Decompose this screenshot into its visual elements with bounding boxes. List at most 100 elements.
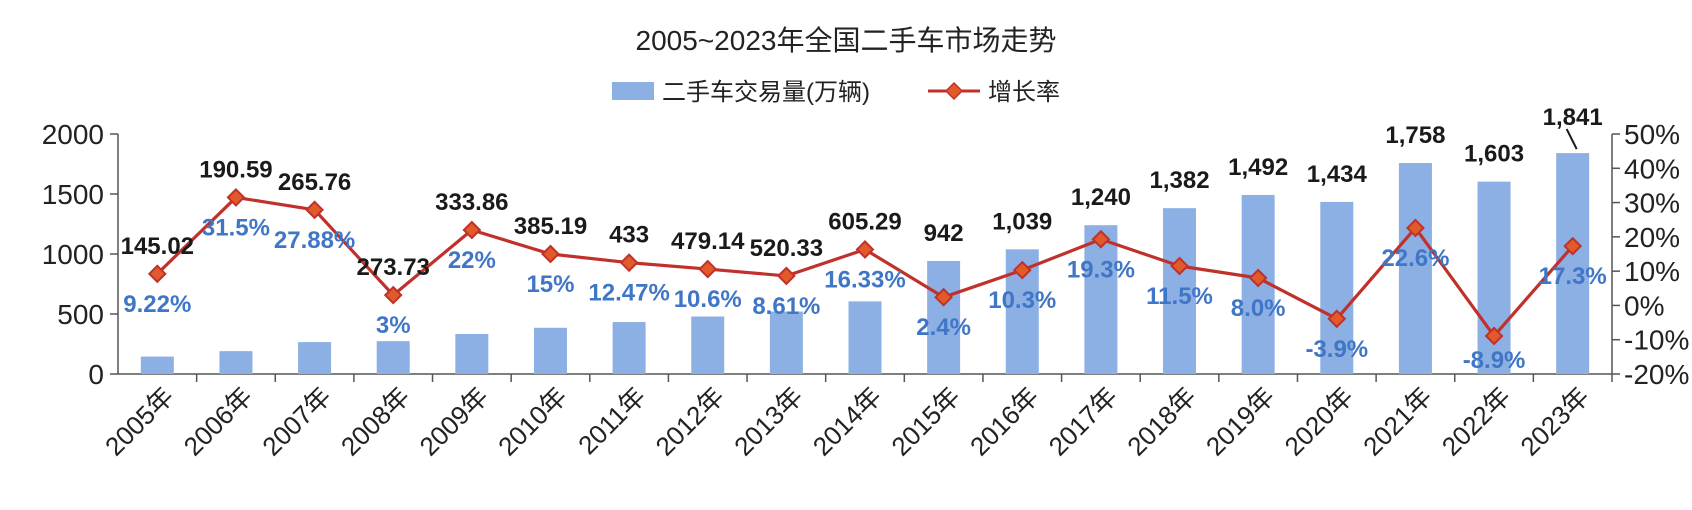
growth-marker	[462, 220, 482, 240]
legend: 二手车交易量(万辆) 增长率	[612, 79, 1060, 106]
bar-value-label: 520.33	[750, 235, 823, 262]
growth-value-label: 16.33%	[824, 266, 905, 293]
x-tick-label: 2016年	[964, 381, 1044, 461]
growth-marker	[619, 253, 639, 273]
x-tick-label: 2007年	[256, 381, 336, 461]
bar-value-label: 333.86	[435, 189, 508, 216]
y-left-tick-label: 1500	[42, 179, 104, 210]
x-tick-label: 2008年	[335, 381, 415, 461]
bar-value-label: 942	[924, 220, 964, 247]
x-tick-label: 2011年	[572, 381, 651, 460]
bar	[298, 342, 332, 374]
y-right-tick-label: 20%	[1624, 222, 1680, 253]
growth-value-label: 22%	[448, 247, 496, 274]
y-right-tick-label: 10%	[1624, 256, 1680, 287]
growth-marker	[1484, 326, 1504, 346]
bar-value-label: 145.02	[121, 233, 194, 260]
bar-label-leader	[1565, 128, 1578, 150]
growth-value-label: 27.88%	[274, 227, 355, 254]
growth-value-label: -8.9%	[1463, 347, 1526, 374]
growth-marker	[1327, 309, 1347, 329]
bar-value-label: 1,434	[1307, 161, 1368, 188]
growth-marker	[1012, 260, 1032, 280]
x-tick-label: 2020年	[1279, 381, 1359, 461]
x-tick-label: 2018年	[1121, 381, 1201, 461]
growth-value-label: 2.4%	[916, 314, 971, 341]
bar	[376, 341, 410, 374]
y-left-tick-label: 500	[57, 299, 104, 330]
x-tick-label: 2012年	[649, 381, 729, 461]
growth-marker	[1170, 256, 1189, 276]
y-right-tick-label: 30%	[1624, 188, 1680, 219]
legend-bar-label: 二手车交易量(万辆)	[662, 79, 870, 106]
x-tick-label: 2015年	[885, 381, 965, 461]
y-right-tick-label: 0%	[1624, 290, 1664, 321]
growth-marker	[1406, 218, 1425, 238]
bar	[1556, 153, 1590, 374]
growth-value-label: 9.22%	[123, 291, 191, 318]
bar	[927, 260, 961, 374]
growth-value-label: 11.5%	[1146, 283, 1213, 310]
bar-value-label: 1,240	[1071, 184, 1131, 211]
bar	[533, 327, 567, 374]
bar-value-label: 265.76	[278, 169, 351, 196]
x-tick-label: 2014年	[807, 381, 887, 461]
bar-value-label: 1,382	[1149, 167, 1209, 194]
bar	[1163, 208, 1197, 374]
bar-value-label: 1,841	[1543, 104, 1603, 131]
growth-marker	[1248, 268, 1268, 288]
growth-value-label: 8.61%	[752, 293, 820, 320]
y-right-tick-label: 50%	[1624, 119, 1680, 150]
growth-marker	[383, 285, 403, 305]
bar-series	[140, 153, 1590, 374]
bar	[612, 322, 646, 374]
growth-value-label: 22.6%	[1381, 245, 1449, 272]
y-right-tick-label: 40%	[1624, 153, 1680, 184]
bar-value-label: 605.29	[828, 208, 901, 235]
x-tick-label: 2010年	[492, 381, 572, 461]
y-left-tick-label: 1000	[42, 239, 104, 270]
legend-line-marker	[944, 81, 964, 101]
growth-value-label: 8.0%	[1231, 295, 1286, 322]
bar-value-label: 1,492	[1228, 154, 1288, 181]
y-right-tick-label: -20%	[1624, 359, 1689, 390]
growth-marker	[1091, 229, 1111, 249]
chart-title: 2005~2023年全国二手车市场走势	[636, 25, 1057, 56]
bar	[691, 316, 725, 374]
x-tick-label: 2006年	[178, 381, 258, 461]
growth-marker	[1563, 236, 1583, 256]
bar	[140, 356, 174, 374]
growth-marker	[698, 259, 718, 279]
y-right-tick-label: -10%	[1624, 325, 1689, 356]
growth-value-label: 10.3%	[988, 287, 1056, 314]
bar-value-label: 273.73	[357, 254, 430, 281]
bar-value-label: 1,603	[1464, 141, 1524, 168]
growth-marker	[541, 244, 560, 264]
x-tick-label: 2021年	[1357, 381, 1437, 461]
bar	[1398, 163, 1432, 374]
growth-value-label: 15%	[526, 271, 574, 298]
bar-value-label: 190.59	[199, 156, 272, 183]
bar-value-label: 1,758	[1385, 122, 1445, 149]
growth-line-series	[147, 188, 1583, 346]
bar-value-label: 385.19	[514, 213, 587, 240]
growth-marker	[934, 287, 954, 307]
growth-value-label: 12.47%	[588, 280, 669, 307]
growth-value-label: 31.5%	[202, 214, 270, 241]
bar-value-label: 479.14	[671, 228, 745, 255]
growth-value-label: 3%	[376, 312, 411, 339]
x-tick-label: 2022年	[1436, 381, 1516, 461]
x-tick-label: 2013年	[728, 381, 808, 461]
growth-value-label: 19.3%	[1067, 256, 1135, 283]
bar	[848, 301, 882, 374]
x-tick-label: 2017年	[1043, 381, 1123, 461]
growth-value-label: 10.6%	[674, 286, 742, 313]
growth-marker	[776, 266, 796, 286]
y-left-tick-label: 0	[88, 359, 104, 390]
x-tick-label: 2009年	[414, 381, 494, 461]
growth-marker	[305, 200, 324, 220]
growth-value-label: 17.3%	[1539, 263, 1607, 290]
growth-marker	[226, 188, 246, 207]
